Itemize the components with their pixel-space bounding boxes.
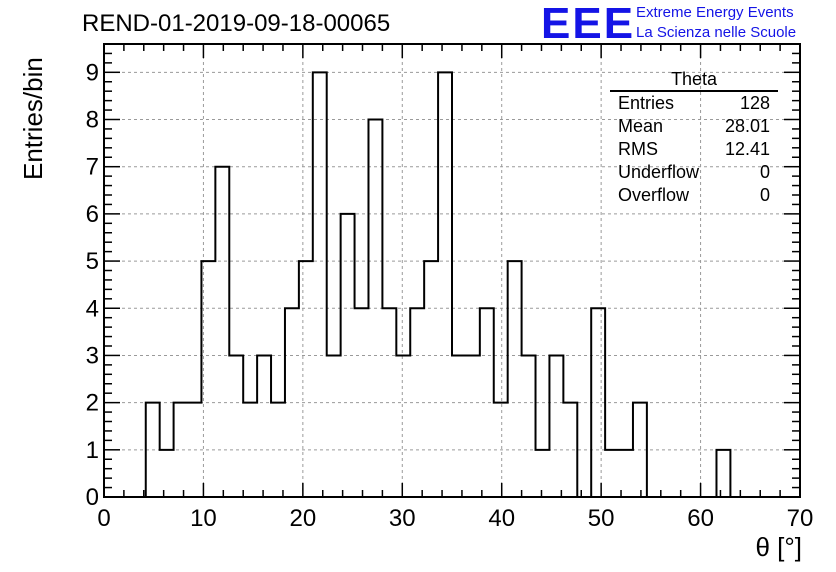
stats-label: Overflow [618, 185, 690, 205]
eee-logo-text: Extreme Energy Events La Scienza nelle S… [636, 3, 796, 43]
x-tick-label: 70 [787, 505, 814, 532]
stats-label: Mean [618, 116, 664, 136]
x-tick-label: 60 [687, 505, 714, 532]
y-tick-label: 5 [86, 248, 99, 275]
x-tick-label: 10 [190, 505, 217, 532]
tick-labels: 0 10 20 30 40 50 60 70 0 1 2 3 4 5 6 7 8 9 [86, 59, 814, 532]
stats-row: RMS 12.41 [610, 138, 778, 161]
stats-title: Theta [610, 68, 778, 92]
y-tick-label: 7 [86, 154, 99, 181]
axis-ticks [103, 43, 801, 498]
x-axis-label: θ [°] [755, 532, 802, 562]
stats-value: 0 [759, 185, 770, 205]
eee-logo: EEE [541, 0, 636, 48]
stats-label: RMS [618, 139, 658, 159]
stats-value: 0 [759, 162, 770, 182]
y-tick-label: 3 [86, 342, 99, 369]
stats-row: Mean 28.01 [610, 115, 778, 138]
x-tick-label: 0 [97, 505, 110, 532]
stats-value: 28.01 [724, 116, 770, 136]
y-tick-label: 2 [86, 390, 99, 417]
y-tick-label: 4 [86, 295, 99, 322]
logo-line1: Extreme Energy Events [636, 4, 794, 21]
plot-title: REND-01-2019-09-18-00065 [82, 10, 391, 37]
y-tick-label: 6 [86, 201, 99, 228]
x-tick-label: 30 [389, 505, 416, 532]
stats-row: Overflow 0 [610, 184, 778, 207]
histogram-outline [104, 71, 800, 498]
y-tick-label: 0 [86, 484, 99, 511]
logo-line2: La Scienza nelle Scuole [636, 24, 797, 41]
y-tick-label: 9 [86, 59, 99, 86]
y-axis-label: Entries/bin [18, 57, 48, 180]
stats-label: Entries [618, 93, 675, 113]
stats-label: Underflow [618, 162, 700, 182]
x-tick-label: 40 [488, 505, 515, 532]
y-tick-label: 8 [86, 107, 99, 134]
stats-box: Theta Entries 128 Mean 28.01 RMS 12.41 U… [610, 68, 778, 207]
stats-value: 12.41 [724, 139, 770, 159]
y-tick-label: 1 [86, 437, 99, 464]
stats-row: Entries 128 [610, 92, 778, 115]
x-tick-label: 50 [588, 505, 615, 532]
x-tick-label: 20 [290, 505, 317, 532]
stats-row: Underflow 0 [610, 161, 778, 184]
stats-value: 128 [739, 93, 770, 113]
